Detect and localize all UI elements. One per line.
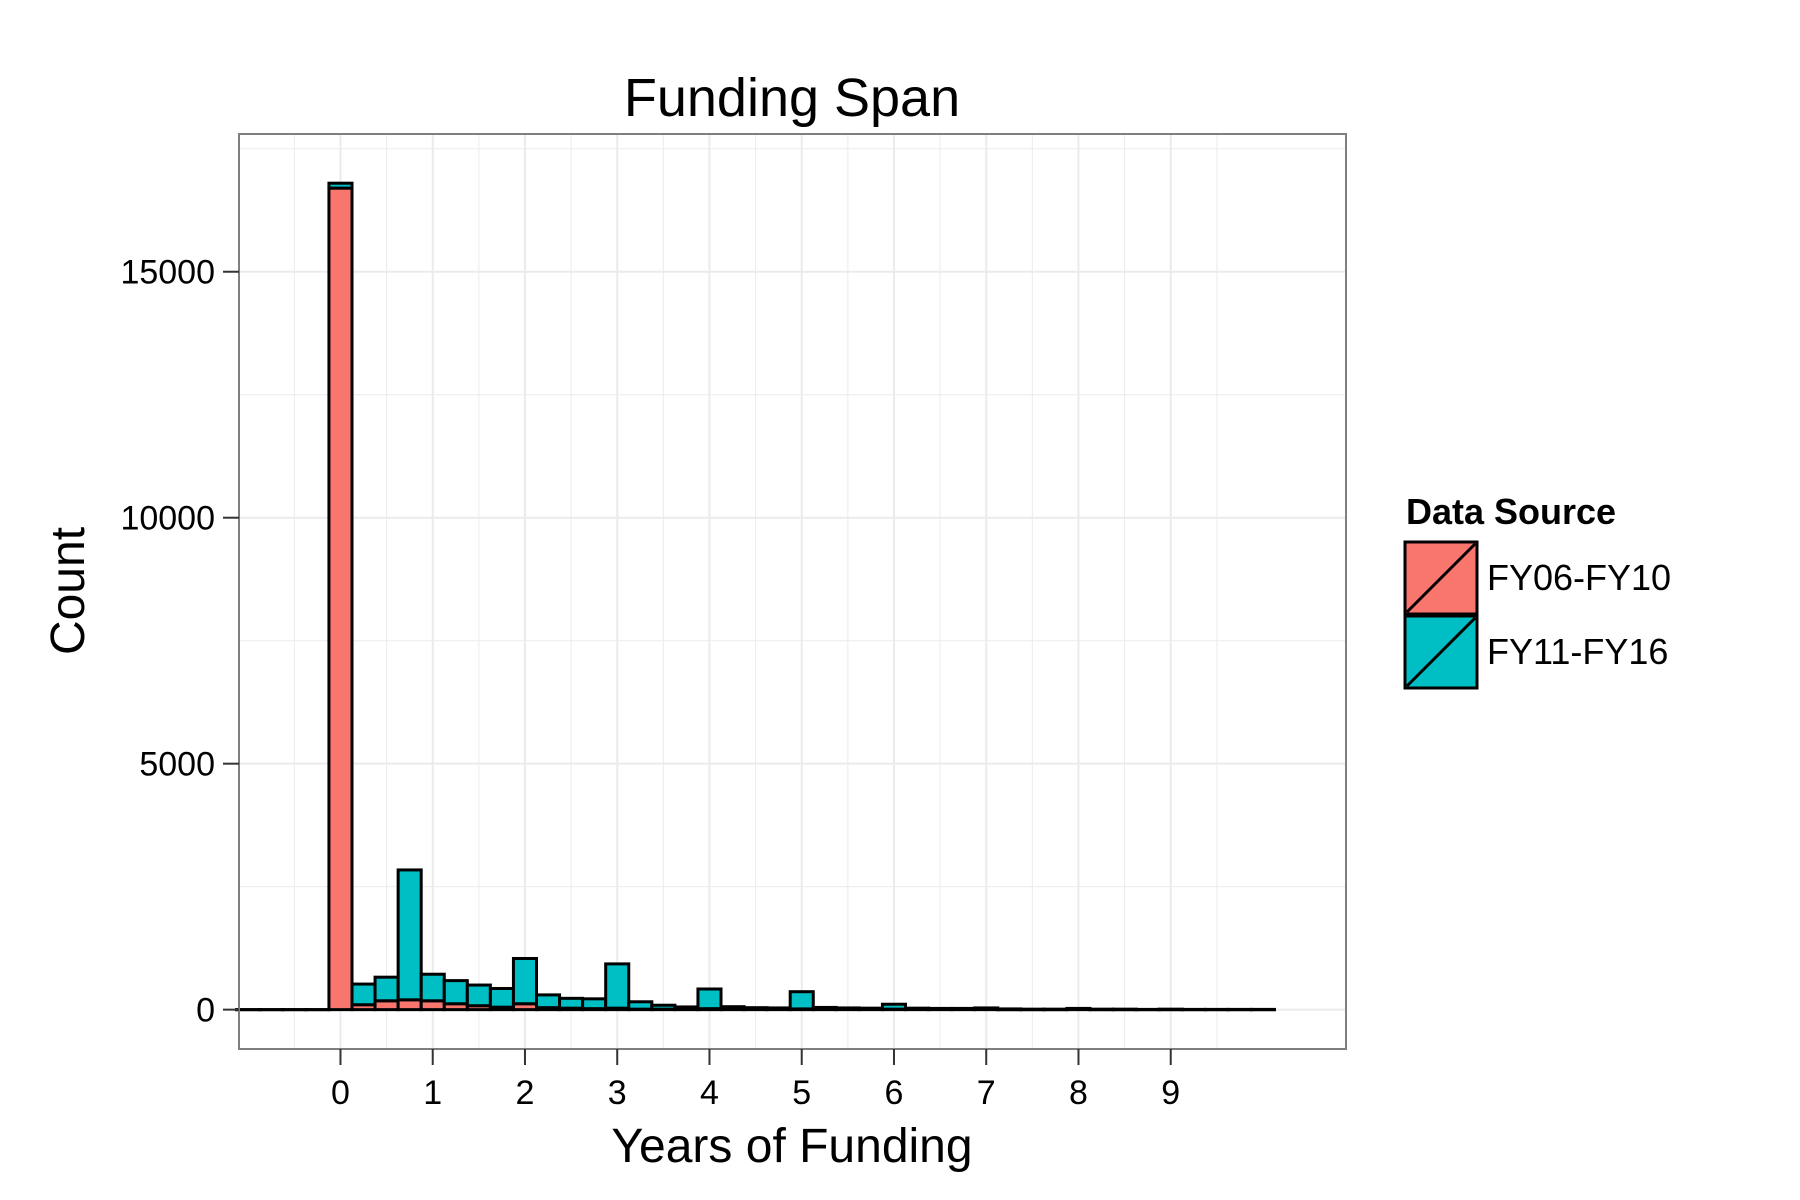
bar-fy11-fy16-6 bbox=[880, 1002, 908, 1011]
bar-fy11-fy16-7 bbox=[973, 1006, 1000, 1011]
x-axis: 0 1 2 3 4 5 6 7 8 9 bbox=[331, 1049, 1180, 1112]
bar-fy11-fy16-0.75 bbox=[396, 868, 423, 1002]
x-tick-label: 0 bbox=[331, 1074, 350, 1112]
chart-title: Funding Span bbox=[624, 68, 960, 128]
bar-fy11-fy16-5.75 bbox=[857, 1006, 884, 1011]
bar-fy11-fy16-6.25 bbox=[904, 1006, 931, 1011]
y-tick-label: 15000 bbox=[120, 254, 215, 292]
legend-label: FY06-FY10 bbox=[1487, 557, 1671, 598]
legend-item-fy11-fy16: FY11-FY16 bbox=[1403, 614, 1668, 690]
x-tick-label: 4 bbox=[700, 1074, 719, 1112]
x-axis-label: Years of Funding bbox=[611, 1120, 972, 1173]
bar-fy11-fy16-1.25 bbox=[442, 979, 469, 1006]
x-tick-label: 9 bbox=[1161, 1074, 1180, 1112]
bar-fy06-fy10-0 bbox=[327, 186, 354, 1012]
x-tick-label: 1 bbox=[423, 1074, 442, 1112]
legend-key-slash bbox=[1405, 616, 1477, 688]
bar-fy11-fy16-5.5 bbox=[834, 1006, 861, 1011]
y-tick-label: 0 bbox=[196, 992, 215, 1030]
x-tick-label: 3 bbox=[608, 1074, 627, 1112]
x-tick-label: 7 bbox=[977, 1074, 996, 1112]
bar-fy11-fy16-4.5 bbox=[742, 1006, 769, 1011]
bar-fy11-fy16-2.75 bbox=[581, 997, 608, 1011]
bar-fy11-fy16-4.25 bbox=[719, 1005, 746, 1011]
panel-border bbox=[238, 133, 1347, 1050]
bar-fy11-fy16-6.5 bbox=[927, 1006, 954, 1011]
bar-fy11-fy16-3 bbox=[604, 962, 631, 1010]
panel-background bbox=[239, 134, 1346, 1049]
x-tick-label: 8 bbox=[1069, 1074, 1088, 1112]
bar-fy11-fy16-0.25 bbox=[350, 982, 377, 1007]
bar-fy11-fy16-4 bbox=[696, 987, 723, 1011]
bar-fy11-fy16-1.75 bbox=[488, 986, 515, 1009]
x-tick-label: 2 bbox=[516, 1074, 535, 1112]
bar-fy11-fy16-2.25 bbox=[535, 993, 562, 1010]
bar-fy11-fy16-2.5 bbox=[558, 996, 585, 1010]
bar-fy11-fy16-8 bbox=[1065, 1006, 1092, 1011]
bar-fy11-fy16-1 bbox=[419, 972, 446, 1003]
bar-fy11-fy16-0.5 bbox=[373, 975, 400, 1003]
legend-item-fy06-fy10: FY06-FY10 bbox=[1403, 540, 1671, 616]
bar-fy11-fy16-6.75 bbox=[950, 1006, 977, 1011]
bar-fy11-fy16-7.25 bbox=[996, 1007, 1023, 1012]
bar-fy11-fy16-4.75 bbox=[765, 1006, 792, 1011]
bar-fy11-fy16-1.5 bbox=[465, 983, 492, 1008]
bar-fy11-fy16-2 bbox=[511, 956, 539, 1006]
bar-fy11-fy16-5.25 bbox=[811, 1005, 838, 1011]
legend-key-slash bbox=[1405, 542, 1477, 614]
bar-fy11-fy16-0 bbox=[327, 181, 354, 190]
bars bbox=[235, 181, 1277, 1012]
y-tick-label: 5000 bbox=[139, 746, 215, 784]
bar-fy11-fy16-5 bbox=[788, 990, 815, 1011]
x-tick-label: 5 bbox=[792, 1074, 811, 1112]
y-tick-label: 10000 bbox=[120, 500, 215, 538]
bar-fy11-fy16-3.5 bbox=[650, 1003, 677, 1011]
y-axis-label: Count bbox=[42, 527, 95, 655]
bar-fy11-fy16-3.75 bbox=[673, 1005, 700, 1011]
legend-label: FY11-FY16 bbox=[1487, 631, 1668, 672]
y-axis: 0 5000 10000 15000 bbox=[120, 254, 239, 1030]
legend-title: Data Source bbox=[1406, 491, 1616, 532]
legend: Data Source FY06-FY10 FY11-FY16 bbox=[1403, 491, 1671, 690]
x-tick-label: 6 bbox=[885, 1074, 904, 1112]
bar-fy11-fy16-3.25 bbox=[627, 1000, 654, 1011]
